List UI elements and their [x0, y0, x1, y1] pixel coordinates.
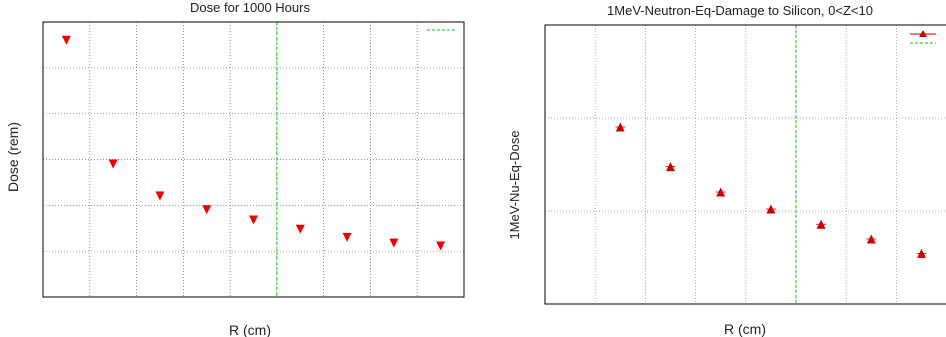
- data-point: [917, 248, 926, 258]
- x-axis-label: R (cm): [229, 322, 271, 337]
- y-axis-label: Dose (rem): [5, 122, 21, 192]
- chart-title: 1MeV-Neutron-Eq-Damage to Silicon, 0<Z<1…: [607, 3, 873, 18]
- data-point: [108, 159, 118, 169]
- damage-chart: 1MeV-Neutron-Eq-Damage to Silicon, 0<Z<1…: [507, 3, 946, 337]
- data-point: [389, 238, 399, 248]
- y-axis-label: 1MeV-Nu-Eq-Dose: [507, 130, 522, 239]
- grid: [43, 22, 464, 297]
- data-points: [61, 35, 446, 251]
- data-points: [615, 122, 927, 258]
- data-point: [295, 224, 305, 234]
- data-point: [615, 122, 625, 132]
- data-point: [249, 215, 258, 225]
- data-point: [436, 241, 446, 251]
- data-point: [666, 162, 675, 172]
- grid: [545, 25, 946, 304]
- annotations: [795, 25, 936, 304]
- data-point: [155, 191, 165, 201]
- data-point: [342, 232, 352, 242]
- data-point: [816, 219, 826, 229]
- x-axis-label: R (cm): [724, 321, 766, 337]
- data-point: [766, 204, 776, 214]
- data-point: [716, 187, 726, 197]
- annotations: [276, 22, 456, 297]
- data-point: [202, 205, 212, 215]
- data-point: [866, 234, 876, 244]
- data-point: [61, 35, 71, 45]
- legend-marker-series: [919, 30, 927, 37]
- plot-frame: [544, 24, 946, 305]
- plot-frame: [42, 21, 465, 298]
- chart-title: Dose for 1000 Hours: [190, 0, 310, 15]
- dose-chart: Dose for 1000 Hours R (cm) Dose (rem): [5, 0, 465, 337]
